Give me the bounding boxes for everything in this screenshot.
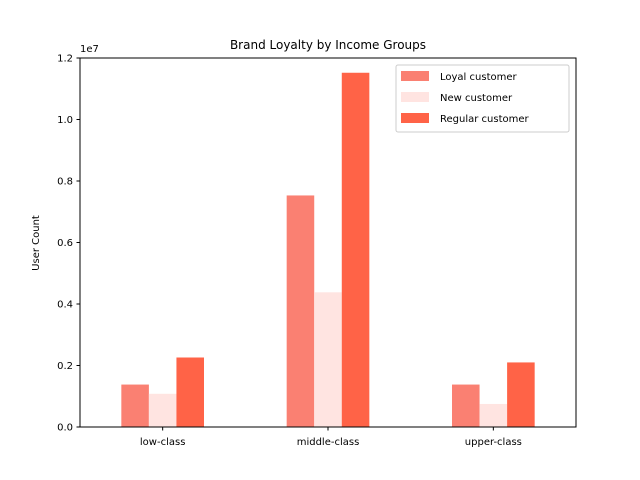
legend-label: Regular customer [440, 114, 530, 125]
y-tick-label: 0.8 [57, 177, 73, 188]
bar-low-class-2 [176, 357, 204, 427]
y-tick-label: 0.4 [57, 300, 73, 311]
bar-middle-class-0 [286, 195, 315, 427]
y-tick-label: 0.2 [57, 361, 73, 372]
legend-swatch [401, 71, 429, 81]
plot-frame [79, 57, 577, 428]
y-axis-label: User Count [31, 215, 42, 271]
x-tick-label: low-class [140, 437, 186, 448]
bar-middle-class-2 [341, 72, 370, 427]
x-ticks: low-class middle-class upper-class [140, 427, 522, 448]
bars-group [121, 72, 535, 427]
legend: Loyal customer New customer Regular custom… [395, 64, 570, 133]
chart-title: Brand Loyalty by Income Groups [230, 38, 426, 52]
legend-label: Loyal customer [440, 72, 517, 83]
y-tick-label: 0.0 [57, 423, 73, 434]
legend-swatch [401, 92, 429, 102]
legend-frame [395, 64, 570, 133]
y-ticks: 0.0 0.2 0.4 0.6 0.8 1.0 1.2 [57, 54, 80, 434]
y-tick-label: 1.2 [57, 54, 73, 65]
x-tick-label: middle-class [297, 437, 360, 448]
offset-text: 1e7 [80, 44, 99, 55]
y-tick-label: 0.6 [57, 238, 73, 249]
bar-upper-class-0 [452, 384, 480, 427]
y-tick-label: 1.0 [57, 115, 73, 126]
bar-middle-class-1 [314, 292, 342, 427]
bar-upper-class-2 [507, 362, 535, 427]
x-tick-label: upper-class [465, 437, 522, 448]
legend-swatch [401, 113, 429, 123]
bar-upper-class-1 [479, 403, 508, 427]
bar-low-class-0 [121, 384, 149, 427]
bar-low-class-1 [148, 393, 177, 427]
legend-label: New customer [440, 93, 513, 104]
